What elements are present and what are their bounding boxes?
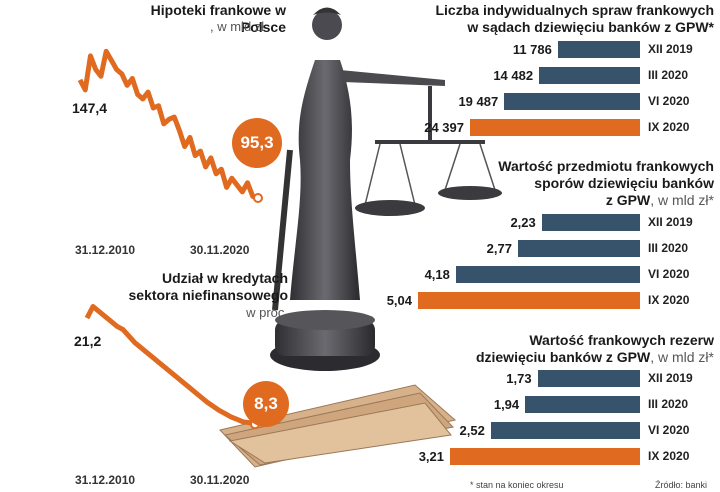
share-line-chart xyxy=(84,304,260,430)
reserves-title-line1: Wartość frankowych rezerw xyxy=(529,332,714,348)
share-chart-title: Udział w kredytach sektora niefinansoweg… xyxy=(80,270,288,321)
cases-category-label: III 2020 xyxy=(648,68,689,82)
series-line xyxy=(77,48,259,201)
cases-value-label: 14 482 xyxy=(493,68,534,83)
mortgage-start-label: 147,4 xyxy=(72,100,108,116)
reserves-category-label: VI 2020 xyxy=(648,423,690,437)
reserves-value-label: 2,52 xyxy=(459,423,485,438)
reserves-bar xyxy=(537,370,640,387)
cases-bar xyxy=(557,41,640,58)
dispute-value-label: 4,18 xyxy=(424,267,450,282)
reserves-bar xyxy=(490,422,640,439)
share-chart-unit: w proc. xyxy=(246,305,288,320)
reserves-value-label: 1,94 xyxy=(493,397,520,412)
share-x-end: 30.11.2020 xyxy=(190,473,250,487)
footnote: * stan na koniec okresu xyxy=(470,480,564,490)
dispute-chart-title: Wartość przedmiotu frankowych sporów dzi… xyxy=(440,158,714,209)
mortgage-chart-unit: , w mld zł xyxy=(210,19,264,34)
dispute-bar xyxy=(418,292,640,309)
reserves-unit: , w mld zł* xyxy=(650,349,714,365)
mortgage-x-end: 30.11.2020 xyxy=(190,243,250,257)
dispute-category-label: XII 2019 xyxy=(648,215,693,229)
cases-bar xyxy=(504,93,640,110)
dispute-title-line1: Wartość przedmiotu frankowych xyxy=(498,158,714,174)
reserves-value-label: 3,21 xyxy=(418,449,444,464)
cases-title-line2: w sądach dziewięciu banków z GPW* xyxy=(467,19,714,35)
justice-statue-illustration xyxy=(270,7,502,371)
mortgage-chart-unit-text: , w mld zł xyxy=(210,19,265,34)
share-x-start: 31.12.2010 xyxy=(75,473,136,487)
dispute-bar xyxy=(455,266,640,283)
dispute-value-label: 2,23 xyxy=(510,215,536,230)
cases-title-line1: Liczba indywidualnych spraw frankowych xyxy=(435,2,714,18)
cases-value-label: 11 786 xyxy=(512,42,552,57)
dispute-value-label: 2,77 xyxy=(486,241,512,256)
share-start-label: 21,2 xyxy=(74,333,102,349)
reserves-value-label: 1,73 xyxy=(506,371,532,386)
cases-category-label: VI 2020 xyxy=(648,94,690,108)
share-chart-title-line1: Udział w kredytach xyxy=(161,270,288,286)
cases-value-label: 24 397 xyxy=(424,120,464,135)
series-end-point xyxy=(253,192,263,203)
dispute-category-label: VI 2020 xyxy=(648,267,690,281)
series-line xyxy=(84,304,256,427)
cases-bar xyxy=(539,67,640,84)
dispute-category-label: IX 2020 xyxy=(648,293,690,307)
dispute-title-line2: sporów dziewięciu banków xyxy=(534,175,714,191)
dispute-bar xyxy=(541,214,640,231)
dispute-bar xyxy=(517,240,640,257)
cases-category-label: IX 2020 xyxy=(648,120,690,134)
mortgage-end-value-bubble: 95,3 xyxy=(232,118,282,168)
reserves-category-label: IX 2020 xyxy=(648,449,690,463)
reserves-category-label: XII 2019 xyxy=(648,371,693,385)
reserves-title-line2: dziewięciu banków z GPW xyxy=(475,349,651,365)
mortgage-chart-title: Hipoteki frankowe w Polsce xyxy=(110,2,286,36)
cases-chart-title: Liczba indywidualnych spraw frankowych w… xyxy=(400,2,714,36)
cases-category-label: XII 2019 xyxy=(648,42,693,56)
mortgage-chart-title-text: Hipoteki frankowe w Polsce xyxy=(150,2,286,35)
cases-value-label: 19 487 xyxy=(458,94,499,109)
reserves-category-label: III 2020 xyxy=(648,397,689,411)
dispute-title-line3: z GPW xyxy=(605,192,651,208)
dispute-value-label: 5,04 xyxy=(386,293,412,308)
reserves-bar xyxy=(450,448,640,465)
banknotes-illustration xyxy=(219,384,457,468)
cases-bar xyxy=(470,119,640,136)
dispute-category-label: III 2020 xyxy=(648,241,689,255)
dispute-unit: , w mld zł* xyxy=(650,192,714,208)
reserves-chart-title: Wartość frankowych rezerw dziewięciu ban… xyxy=(440,332,714,366)
mortgage-x-start: 31.12.2010 xyxy=(75,243,136,257)
mortgage-line-chart xyxy=(77,48,263,203)
share-chart-title-line2: sektora niefinansowego xyxy=(128,287,288,303)
reserves-bar xyxy=(525,396,640,413)
share-end-value-bubble: 8,3 xyxy=(243,381,289,427)
source-note: Źródło: banki xyxy=(655,480,708,490)
